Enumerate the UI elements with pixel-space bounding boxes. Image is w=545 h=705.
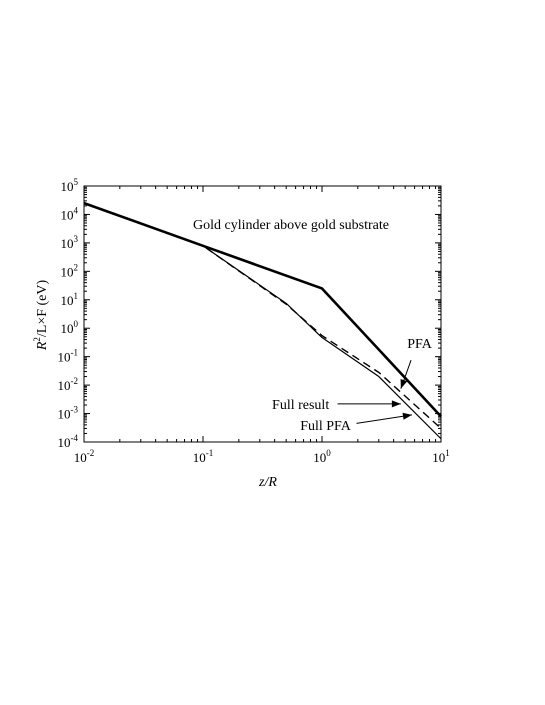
series-layer [83, 201, 442, 440]
annotation-full-result-label: Full result [272, 398, 329, 413]
annotation-full-pfa-arrowhead [402, 412, 412, 420]
y-tick-label: 10-2 [58, 376, 79, 393]
y-tick-label: 10-3 [58, 405, 79, 422]
y-tick-label: 10-1 [58, 348, 79, 365]
annotations-layer: PFA Full result Full PFA [272, 337, 433, 434]
x-axis-label: z/R [258, 475, 277, 490]
annotation-full-pfa-label: Full PFA [300, 419, 352, 434]
x-axis-ticks: 10-2 10-1 100 101 [74, 186, 450, 465]
x-tick-label: 100 [313, 448, 331, 465]
x-tick-label: 101 [432, 448, 450, 465]
y-tick-label: 105 [61, 177, 79, 194]
plot-frame [83, 185, 442, 443]
annotation-full-pfa-arrow [356, 414, 413, 424]
annotation-pfa-arrowhead [400, 379, 408, 389]
annotation-pfa-label: PFA [407, 337, 433, 352]
x-tick-label: 10-1 [193, 448, 214, 465]
series-full-pfa-line [83, 202, 442, 429]
chart-title: Gold cylinder above gold substrate [193, 218, 389, 233]
y-axis-ticks: 10-4 10-3 10-2 10-1 100 101 102 103 104 105 [58, 177, 441, 450]
y-axis-label: R2/L×F (eV) [32, 280, 50, 352]
x-tick-label: 10-2 [74, 448, 95, 465]
y-tick-label: 101 [61, 291, 79, 308]
y-tick-label: 10-4 [58, 433, 79, 450]
y-tick-label: 103 [61, 234, 79, 251]
y-tick-label: 104 [61, 205, 79, 222]
y-tick-label: 100 [61, 319, 79, 336]
y-tick-label: 102 [61, 262, 79, 279]
annotation-full-result-arrowhead [391, 400, 401, 408]
